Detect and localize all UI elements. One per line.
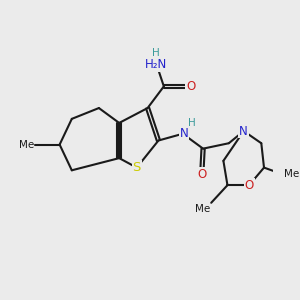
Text: N: N <box>180 127 188 140</box>
Text: O: O <box>197 168 206 181</box>
Text: O: O <box>186 80 196 93</box>
Text: H: H <box>188 118 196 128</box>
Text: H₂N: H₂N <box>145 58 167 71</box>
Text: S: S <box>133 161 141 174</box>
Text: O: O <box>244 179 254 192</box>
Text: Me: Me <box>195 204 210 214</box>
Text: Me: Me <box>284 169 300 179</box>
Text: H: H <box>152 47 160 58</box>
Text: Me: Me <box>19 140 34 150</box>
Text: N: N <box>239 124 248 138</box>
